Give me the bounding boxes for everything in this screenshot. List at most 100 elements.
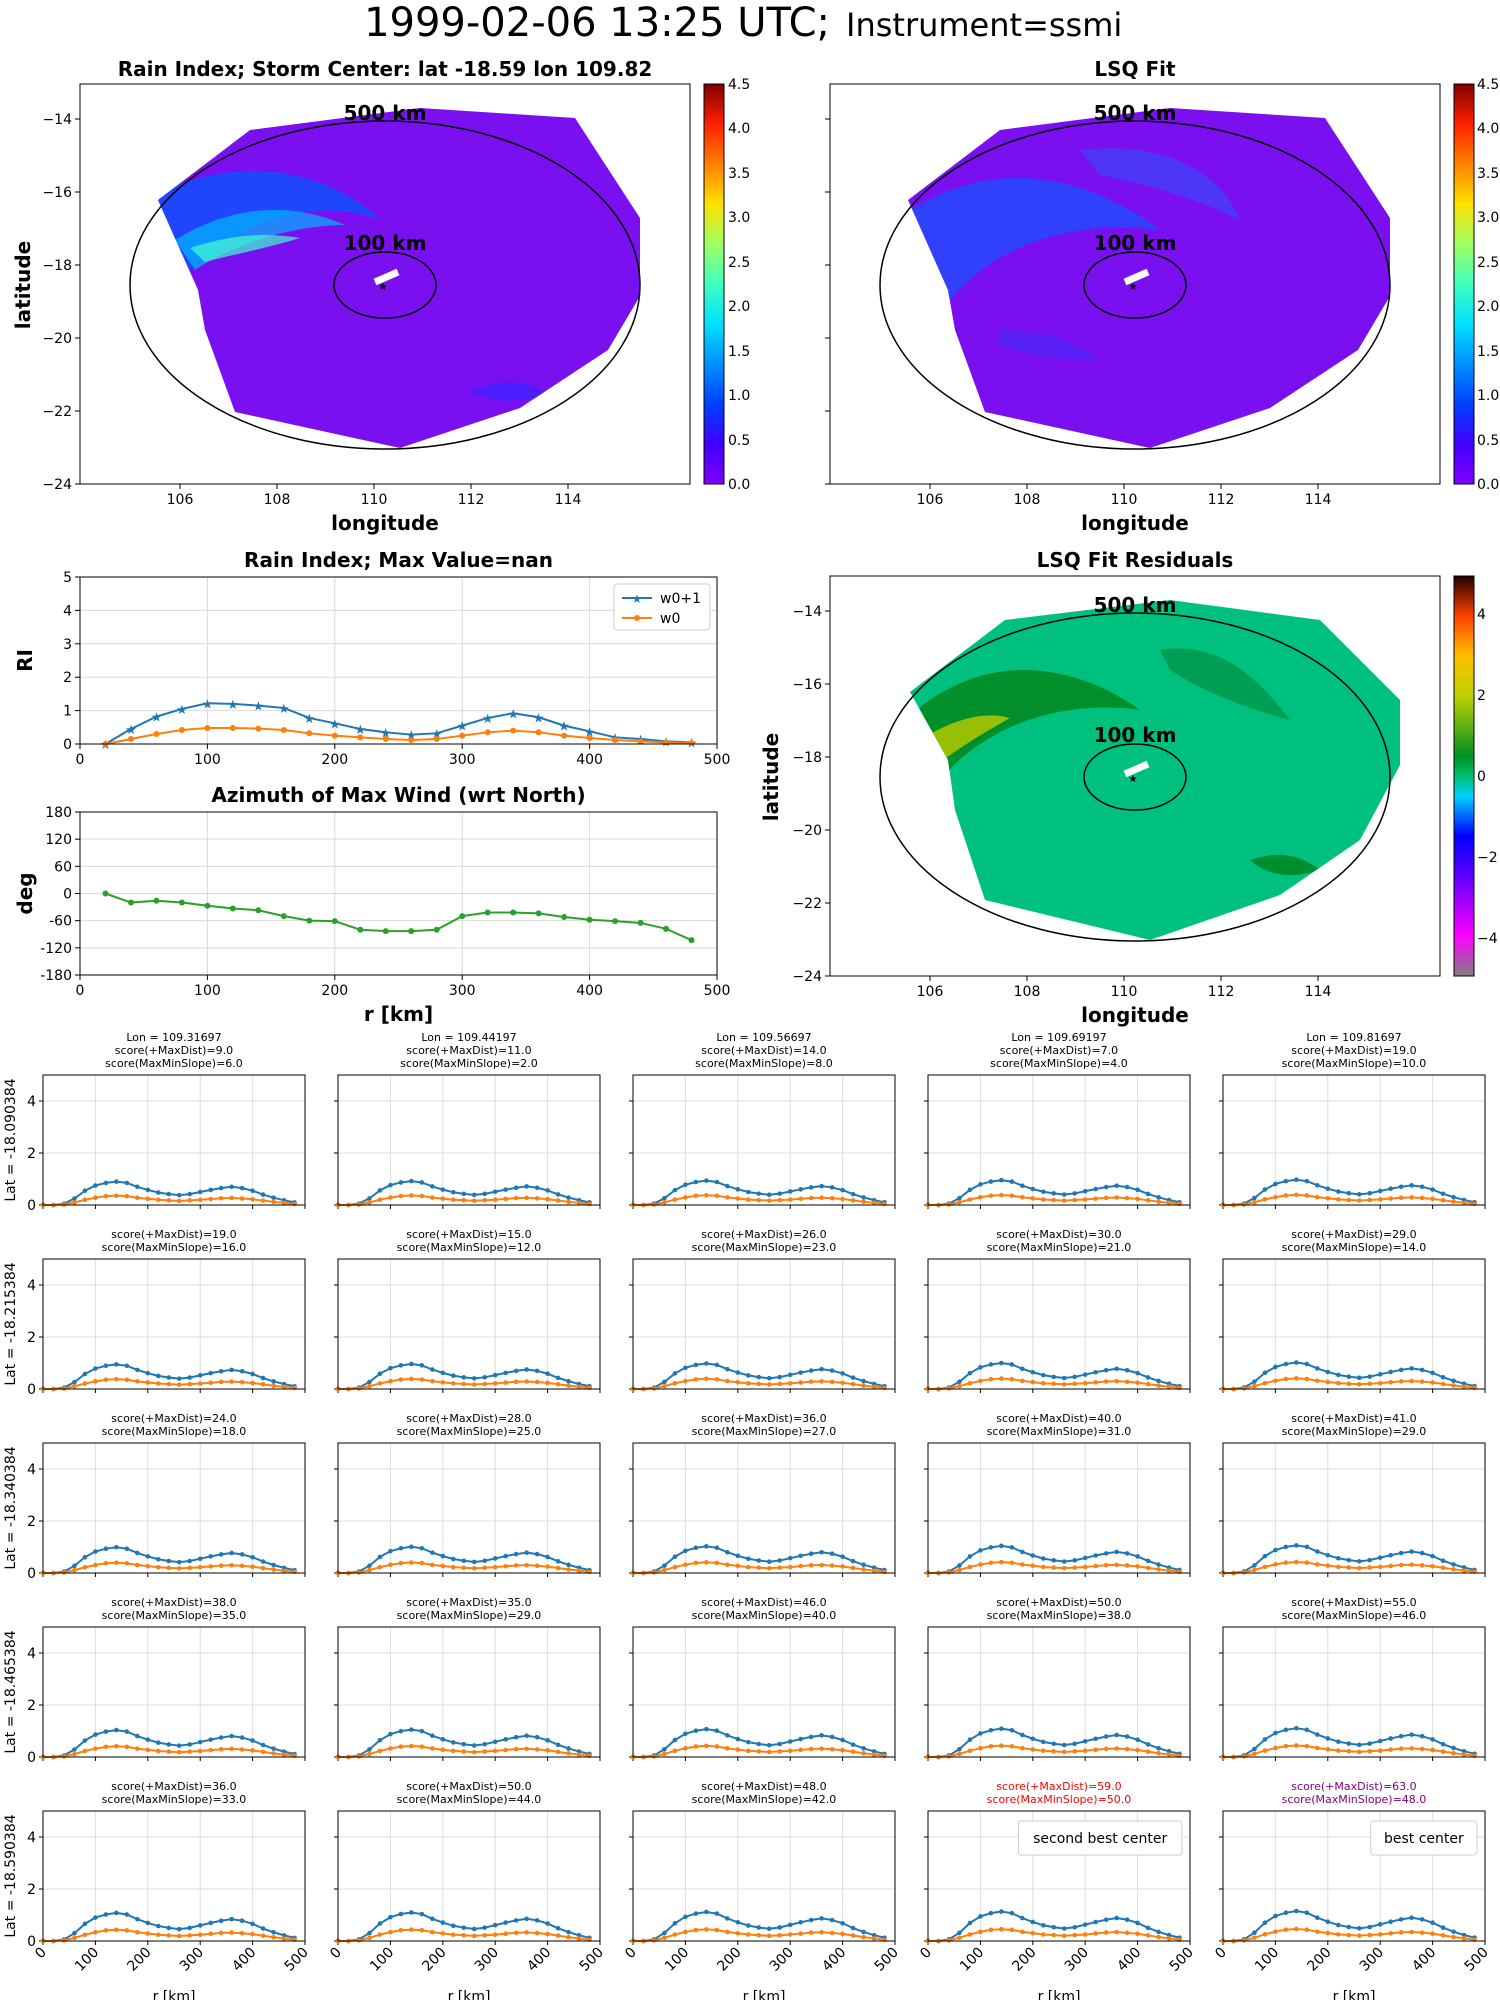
- data-point: [1430, 1370, 1435, 1376]
- data-point: [524, 1184, 529, 1189]
- svg-text:−22: −22: [42, 404, 72, 420]
- data-point: [662, 1746, 667, 1752]
- data-point: [471, 1749, 477, 1755]
- svg-text:3.5: 3.5: [728, 166, 750, 182]
- data-point: [93, 1549, 98, 1554]
- x-tick-label: 0: [76, 983, 85, 999]
- data-point: [408, 928, 415, 935]
- data-point: [829, 1379, 835, 1385]
- data-point: [1135, 1196, 1140, 1202]
- data-point: [135, 1379, 140, 1384]
- data-point: [1262, 1197, 1268, 1202]
- data-point: [524, 1550, 529, 1555]
- legend-label: w0: [660, 611, 680, 627]
- data-point: [662, 1935, 667, 1941]
- data-point: [683, 1746, 688, 1751]
- data-point: [1040, 1380, 1046, 1386]
- data-point: [967, 1737, 973, 1742]
- data-point: [492, 1748, 498, 1754]
- data-point: [978, 1194, 983, 1200]
- y-tick-label: 2: [27, 1698, 36, 1714]
- y-tick-label: 0: [63, 737, 72, 753]
- cell-frame: [337, 1258, 601, 1390]
- data-point: [1103, 1367, 1109, 1373]
- data-point: [153, 730, 160, 737]
- cell-frame: [632, 1258, 896, 1390]
- cell-score-maxminslope: score(MaxMinSlope)=35.0: [102, 1609, 247, 1622]
- cell-legend-box: [1370, 1820, 1478, 1856]
- lsq-residuals-map: LSQ Fit Residuals ★ 500 km 100 km 106 10…: [759, 548, 1498, 1027]
- data-point: [367, 1751, 372, 1757]
- data-point: [756, 1191, 762, 1196]
- data-point: [357, 926, 364, 933]
- data-point: [1061, 1749, 1067, 1755]
- data-point: [745, 1381, 751, 1386]
- data-point: [683, 1548, 688, 1554]
- data-point: [187, 1933, 193, 1938]
- cell-score-maxminslope: score(MaxMinSlope)=21.0: [987, 1241, 1132, 1254]
- data-point: [1430, 1187, 1435, 1192]
- data-point: [471, 1192, 477, 1198]
- data-point: [440, 1187, 446, 1192]
- cell-score-maxdist: score(+MaxDist)=63.0: [1291, 1780, 1416, 1793]
- y-tick-label: 4: [27, 1278, 36, 1294]
- data-point: [260, 1198, 266, 1203]
- data-point: [331, 732, 338, 739]
- data-point: [957, 1563, 962, 1568]
- chart-title: Rain Index; Max Value=nan: [244, 548, 553, 572]
- data-point: [735, 1379, 741, 1385]
- data-point: [197, 1932, 203, 1938]
- data-point: [545, 1737, 550, 1743]
- data-point: [1335, 1932, 1341, 1937]
- svg-text:1.5: 1.5: [1477, 344, 1499, 360]
- data-point: [471, 1566, 477, 1571]
- data-point: [1135, 1747, 1140, 1753]
- cell-legend-label: best center: [1384, 1831, 1464, 1847]
- data-point: [1356, 1926, 1362, 1931]
- data-point: [1283, 1910, 1289, 1916]
- data-point: [93, 1929, 98, 1935]
- data-point: [662, 1383, 667, 1389]
- data-point: [1156, 1199, 1161, 1204]
- data-point: [1072, 1197, 1078, 1203]
- data-point: [145, 1931, 151, 1936]
- cell-score-maxdist: score(+MaxDist)=40.0: [996, 1412, 1121, 1425]
- data-point: [1335, 1564, 1341, 1570]
- data-point: [766, 1382, 772, 1387]
- data-point: [1356, 1198, 1362, 1203]
- grid-cell: score(+MaxDist)=59.0score(MaxMinSlope)=5…: [917, 1780, 1197, 2000]
- data-point: [239, 1918, 245, 1924]
- data-point: [1082, 1564, 1088, 1570]
- x-tick-label: 500: [577, 1945, 607, 1975]
- data-point: [545, 1931, 550, 1937]
- cell-plot-area: [43, 1811, 305, 1941]
- data-point: [377, 1554, 383, 1560]
- data-point: [808, 1551, 814, 1557]
- data-point: [260, 1382, 266, 1387]
- data-point: [377, 1564, 383, 1570]
- data-point: [1166, 1200, 1172, 1206]
- grid-cell: score(+MaxDist)=30.0score(MaxMinSlope)=2…: [924, 1228, 1191, 1393]
- y-tick-label: 0: [27, 1198, 36, 1214]
- x-tick-label: 400: [1409, 1945, 1439, 1975]
- data-point: [662, 1567, 667, 1573]
- data-point: [1283, 1743, 1289, 1749]
- data-point: [1377, 1372, 1383, 1377]
- data-point: [693, 1179, 699, 1185]
- data-point: [798, 1370, 803, 1375]
- data-point: [534, 1918, 540, 1923]
- data-point: [471, 1198, 477, 1204]
- svg-text:2.5: 2.5: [1477, 255, 1499, 271]
- data-point: [461, 1197, 467, 1203]
- data-point: [1461, 1200, 1467, 1206]
- data-point: [1030, 1919, 1036, 1925]
- data-point: [861, 1750, 866, 1756]
- data-point: [1388, 1931, 1393, 1936]
- data-point: [871, 1752, 877, 1757]
- data-point: [482, 1749, 488, 1754]
- data-point: [260, 1565, 266, 1571]
- cell-score-maxminslope: score(MaxMinSlope)=16.0: [102, 1241, 247, 1254]
- data-point: [204, 724, 211, 731]
- data-point: [271, 1379, 276, 1384]
- data-point: [1145, 1933, 1151, 1938]
